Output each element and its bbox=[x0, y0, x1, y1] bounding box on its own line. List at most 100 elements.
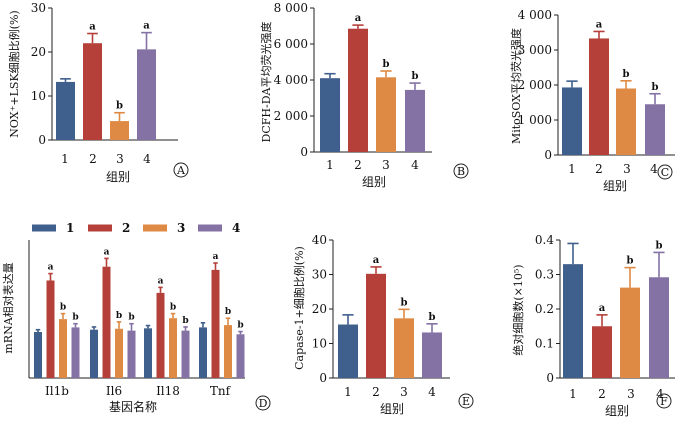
group-1-bar bbox=[338, 324, 358, 378]
y-axis-label: MitoSOX平均荧光强度 bbox=[509, 28, 523, 144]
group-2-bar bbox=[83, 43, 102, 141]
group-4-sig-label: b bbox=[429, 312, 436, 323]
series-2-1-bar bbox=[102, 266, 111, 378]
y-tick-label: 0 bbox=[319, 371, 327, 385]
x-axis-label: 组别 bbox=[380, 402, 404, 416]
group-2-sig-label: a bbox=[355, 13, 362, 24]
x-tick-label: 4 bbox=[656, 387, 664, 401]
panel-e: 0 10 20 30 40 a b b 1 2 3 4 组别 Capase-1+细胞比例(%) E bbox=[292, 233, 474, 416]
panel-letter: A bbox=[176, 164, 186, 177]
y-tick-label: 2 000 bbox=[518, 78, 552, 92]
group-4-sig-label: b bbox=[412, 71, 419, 82]
series-3-3-bar bbox=[224, 325, 232, 378]
panel-letter: E bbox=[462, 395, 470, 408]
x-tick-label: 3 bbox=[623, 162, 631, 176]
series-1-2-bar bbox=[144, 328, 152, 378]
y-tick-label: 0 bbox=[546, 371, 554, 385]
panel-letter-circle bbox=[255, 395, 271, 411]
legend-label-3: 3 bbox=[177, 221, 185, 235]
series-4-1-sig-label: b bbox=[128, 313, 134, 323]
series-2-1-sig-label: a bbox=[104, 247, 110, 257]
group-4-bar bbox=[649, 277, 669, 378]
group-2-bar bbox=[366, 273, 386, 378]
x-tick-label: 1 bbox=[344, 385, 352, 399]
x-tick-label: 3 bbox=[116, 152, 124, 166]
group-3-sig-label: b bbox=[623, 69, 630, 80]
y-tick-label: 30 bbox=[31, 1, 46, 15]
legend-swatch-1 bbox=[32, 224, 56, 232]
panel-f: 0 0.1 0.2 0.3 0.4 a b b 1 2 3 4 组别 绝对细胞数(×10⁵) F bbox=[511, 233, 675, 418]
x-tick-label: 2 bbox=[89, 152, 97, 166]
y-axis-label: NOX⁺+LSK细胞比例(%) bbox=[7, 10, 21, 137]
x-tick-label: 4 bbox=[143, 152, 151, 166]
group-4-bar bbox=[137, 49, 156, 140]
panel-letter-circle bbox=[173, 162, 189, 178]
series-3-3-sig-label: b bbox=[225, 307, 231, 317]
y-tick-label: 0 bbox=[300, 145, 308, 159]
x-tick-label: 2 bbox=[595, 162, 603, 176]
series-4-2-sig-label: b bbox=[182, 316, 188, 326]
series-1-3-bar bbox=[199, 327, 207, 378]
x-tick-label: 1 bbox=[61, 152, 69, 166]
series-4-3-sig-label: b bbox=[237, 321, 243, 331]
group-2-bar bbox=[348, 28, 368, 153]
y-tick-label: 0.4 bbox=[535, 233, 554, 247]
group-3-sig-label: b bbox=[401, 297, 408, 308]
y-tick-label: 6 000 bbox=[274, 37, 308, 51]
series-4-3-bar bbox=[236, 334, 245, 378]
panel-letter-circle bbox=[656, 393, 672, 409]
legend-swatch-2 bbox=[88, 224, 112, 232]
x-tick-label: Tnf bbox=[210, 384, 232, 398]
series-1-1-bar bbox=[90, 329, 98, 378]
series-3-0-bar bbox=[59, 319, 67, 378]
group-4-sig-label: b bbox=[656, 240, 663, 251]
group-1-bar bbox=[562, 87, 582, 155]
x-axis-label: 基因名称 bbox=[109, 399, 157, 414]
series-4-0-bar bbox=[71, 327, 80, 378]
series-3-1-bar bbox=[115, 328, 123, 378]
y-tick-label: 4 000 bbox=[274, 73, 308, 87]
x-axis-label: 组别 bbox=[603, 179, 627, 193]
series-2-2-sig-label: a bbox=[158, 276, 164, 286]
group-3-bar bbox=[110, 121, 129, 140]
y-tick-label: 40 bbox=[312, 233, 327, 247]
x-tick-label: 1 bbox=[568, 162, 576, 176]
y-tick-label: 20 bbox=[312, 302, 327, 316]
x-axis-label: 组别 bbox=[106, 170, 130, 184]
group-2-bar bbox=[589, 38, 609, 156]
panel-letter-circle bbox=[657, 164, 673, 180]
y-axis-label: DCFH-DA平均荧光强度 bbox=[259, 22, 273, 143]
x-tick-label: 4 bbox=[650, 162, 658, 176]
panel-b: 0 2 000 4 000 6 000 8 000 a b b 1 2 3 4 组别 DCFH-DA平均荧… bbox=[259, 1, 469, 189]
x-tick-label: 3 bbox=[627, 387, 635, 401]
x-tick-label: 1 bbox=[326, 158, 334, 172]
group-2-bar bbox=[592, 326, 612, 378]
group-1-bar bbox=[320, 78, 340, 152]
series-3-2-sig-label: b bbox=[170, 303, 176, 313]
y-axis-label: 绝对细胞数(×10⁵) bbox=[511, 264, 525, 355]
group-4-bar bbox=[405, 89, 425, 152]
y-tick-label: 0.2 bbox=[535, 302, 554, 316]
y-tick-label: 10 bbox=[31, 89, 46, 103]
y-tick-label: 4 000 bbox=[518, 8, 552, 22]
series-4-1-bar bbox=[127, 330, 136, 378]
series-3-2-bar bbox=[169, 318, 177, 378]
group-1-bar bbox=[56, 81, 75, 140]
panel-letter-circle bbox=[453, 163, 469, 179]
panel-letter: B bbox=[457, 165, 465, 178]
y-tick-label: 10 bbox=[312, 337, 327, 351]
series-2-3-bar bbox=[211, 269, 220, 378]
legend-label-2: 2 bbox=[122, 221, 130, 235]
y-axis-label: mRNA相对表达量 bbox=[1, 262, 15, 353]
group-3-sig-label: b bbox=[627, 256, 634, 267]
y-axis-label: Capase-1+细胞比例(%) bbox=[292, 246, 306, 370]
x-tick-label: 4 bbox=[428, 385, 436, 399]
x-tick-label: 3 bbox=[400, 385, 408, 399]
y-tick-label: 1 000 bbox=[518, 113, 552, 127]
x-tick-label: 2 bbox=[598, 387, 606, 401]
series-3-0-sig-label: b bbox=[60, 303, 66, 313]
x-tick-label: 3 bbox=[382, 158, 390, 172]
x-tick-label: Il1b bbox=[45, 384, 69, 398]
